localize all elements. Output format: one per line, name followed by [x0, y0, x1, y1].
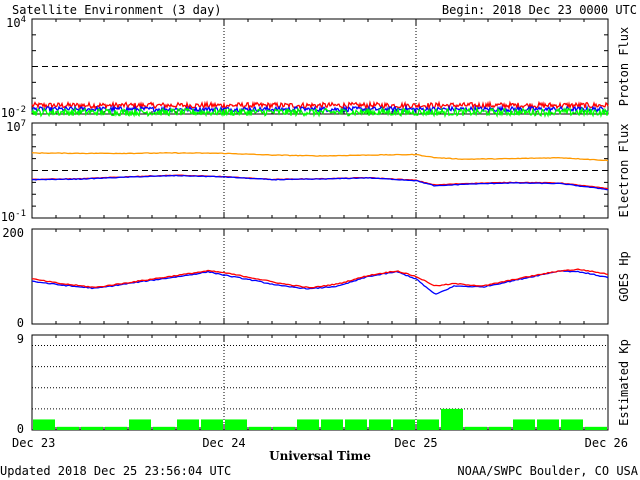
series-line-red [31, 100, 609, 111]
credit-line: NOAA/SWPC Boulder, CO USA [457, 464, 638, 478]
kp-bar [225, 419, 247, 430]
x-axis-ticks: Dec 23 Dec 24 Dec 25 Dec 26 [12, 436, 628, 450]
kp-bar [105, 426, 127, 430]
panel-goes-hp: 200 0 GOES Hp [2, 226, 631, 330]
y-axis-label: Proton Flux [617, 27, 631, 106]
kp-bar [81, 426, 103, 430]
kp-bar [201, 419, 223, 430]
kp-bar [489, 426, 511, 430]
series-line-blue [31, 270, 609, 295]
panel-frame [31, 334, 609, 431]
plot-title: Satellite Environment (3 day) [12, 3, 222, 17]
y-tick-label: 0 [17, 316, 24, 330]
panels: 104 10-2 Proton Flux 107 10-1 Electron Flux 20… [1, 15, 631, 436]
kp-bar [369, 419, 391, 430]
kp-bar [153, 426, 175, 430]
x-tick-label: Dec 25 [394, 436, 437, 450]
series-line-red [31, 268, 609, 289]
series-line-blue [31, 104, 609, 114]
series-line-blue [31, 174, 609, 191]
kp-bar [297, 419, 319, 430]
kp-bar [537, 419, 559, 430]
y-tick-label: 0 [17, 422, 24, 436]
kp-bar [129, 419, 151, 430]
kp-bar [177, 419, 199, 430]
x-tick-label: Dec 23 [12, 436, 55, 450]
updated-timestamp: Updated 2018 Dec 25 23:56:04 UTC [0, 464, 231, 478]
y-axis-label: Electron Flux [617, 124, 631, 218]
y-tick-label: 10-2 [1, 105, 26, 120]
panel-estimated-kp: 9 0 Estimated Kp [17, 332, 631, 436]
begin-timestamp: Begin: 2018 Dec 23 0000 UTC [442, 3, 637, 17]
kp-bar [393, 419, 415, 430]
series-line-orange [31, 152, 609, 162]
kp-bar [513, 419, 535, 430]
panel-proton-flux: 104 10-2 Proton Flux [1, 15, 631, 120]
kp-bar [33, 419, 55, 430]
kp-bar [561, 419, 583, 430]
panel-frame [31, 228, 609, 325]
y-axis-label: Estimated Kp [617, 339, 631, 426]
y-axis-label: GOES Hp [617, 251, 631, 302]
kp-bar [321, 419, 343, 430]
panel-frame [31, 18, 609, 115]
x-tick-label: Dec 24 [202, 436, 245, 450]
panel-electron-flux: 107 10-1 Electron Flux [1, 119, 631, 224]
kp-bar [345, 419, 367, 430]
kp-bar [273, 426, 295, 430]
kp-bar [441, 408, 463, 430]
x-tick-label: Dec 26 [585, 436, 628, 450]
kp-bar [465, 426, 487, 430]
series-line-green [31, 106, 609, 119]
y-tick-label: 9 [17, 332, 24, 346]
kp-bar [585, 426, 607, 430]
kp-bar [249, 426, 271, 430]
y-tick-label: 104 [6, 15, 26, 30]
x-axis-title: Universal Time [269, 449, 371, 463]
y-tick-label: 200 [2, 226, 24, 240]
panel-frame [31, 122, 609, 219]
y-tick-label: 107 [6, 119, 26, 134]
kp-bar [57, 426, 79, 430]
y-tick-label: 10-1 [1, 209, 26, 224]
kp-bar [417, 419, 439, 430]
